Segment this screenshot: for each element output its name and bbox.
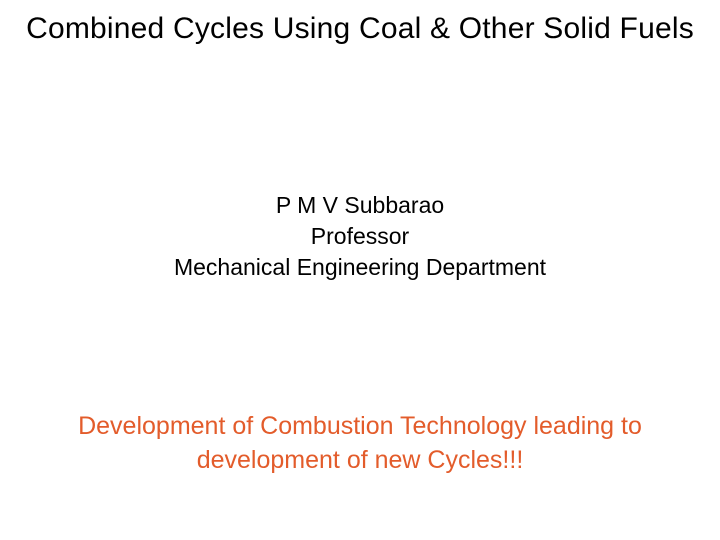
author-department: Mechanical Engineering Department bbox=[0, 252, 720, 283]
slide-title: Combined Cycles Using Coal & Other Solid… bbox=[0, 12, 720, 46]
author-role: Professor bbox=[0, 221, 720, 252]
slide-subtitle: Development of Combustion Technology lea… bbox=[40, 410, 680, 478]
author-block: P M V Subbarao Professor Mechanical Engi… bbox=[0, 190, 720, 283]
author-name: P M V Subbarao bbox=[0, 190, 720, 221]
slide: Combined Cycles Using Coal & Other Solid… bbox=[0, 0, 720, 540]
